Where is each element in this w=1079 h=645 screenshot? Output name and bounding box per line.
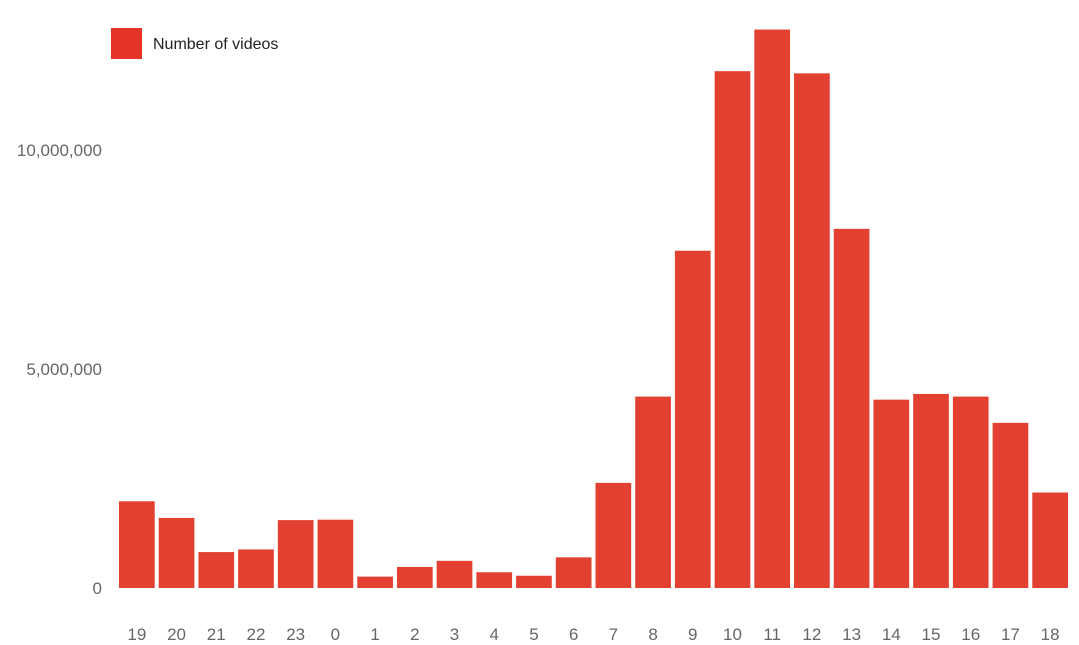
y-axis: 0 5,000,000 10,000,000 — [17, 141, 102, 598]
bar-1 — [357, 576, 393, 588]
x-tick-label: 21 — [207, 625, 226, 644]
legend-swatch — [111, 28, 142, 59]
x-tick-label: 15 — [922, 625, 941, 644]
x-tick-label: 4 — [489, 625, 498, 644]
bar-5 — [516, 575, 552, 588]
bar-12 — [794, 73, 830, 589]
x-tick-label: 12 — [802, 625, 821, 644]
x-tick-label: 13 — [842, 625, 861, 644]
y-tick-label: 5,000,000 — [26, 360, 102, 379]
x-tick-label: 16 — [961, 625, 980, 644]
x-tick-label: 6 — [569, 625, 578, 644]
bar-13 — [833, 228, 870, 588]
bar-7 — [595, 482, 632, 588]
y-tick-label: 0 — [93, 579, 102, 598]
bar-9 — [674, 250, 711, 589]
bar-18 — [1032, 492, 1068, 588]
x-tick-label: 17 — [1001, 625, 1020, 644]
x-tick-label: 0 — [331, 625, 340, 644]
legend: Number of videos — [111, 28, 278, 59]
x-tick-label: 23 — [286, 625, 305, 644]
x-tick-label: 2 — [410, 625, 419, 644]
bar-23 — [277, 520, 314, 588]
x-tick-label: 5 — [529, 625, 538, 644]
legend-label: Number of videos — [153, 36, 278, 53]
bar-11 — [754, 29, 791, 589]
x-tick-label: 19 — [127, 625, 146, 644]
x-tick-label: 3 — [450, 625, 459, 644]
bar-14 — [873, 399, 910, 588]
bar-21 — [198, 552, 235, 588]
y-tick-label: 10,000,000 — [17, 141, 102, 160]
bar-22 — [238, 549, 274, 588]
x-tick-label: 8 — [648, 625, 657, 644]
x-tick-label: 11 — [763, 625, 781, 644]
bar-15 — [913, 393, 949, 588]
x-tick-label: 14 — [882, 625, 901, 644]
bar-0 — [317, 519, 354, 588]
bar-3 — [436, 560, 473, 588]
bar-19 — [119, 501, 155, 588]
x-tick-label: 9 — [688, 625, 697, 644]
x-tick-label: 1 — [370, 625, 379, 644]
bar-20 — [158, 517, 195, 588]
bar-8 — [635, 396, 671, 588]
bar-10 — [714, 71, 751, 588]
bar-4 — [476, 572, 513, 588]
bar-6 — [555, 557, 592, 588]
x-tick-label: 7 — [609, 625, 618, 644]
bar-17 — [992, 422, 1029, 588]
x-tick-label: 20 — [167, 625, 186, 644]
x-axis: 19 20 21 22 23 0 1 2 3 4 5 6 7 8 9 10 11 12 13 14 15 16 17 18 — [127, 625, 1059, 644]
x-tick-label: 18 — [1041, 625, 1060, 644]
bars — [119, 29, 1068, 589]
x-tick-label: 10 — [723, 625, 742, 644]
bar-16 — [952, 396, 989, 588]
x-tick-label: 22 — [247, 625, 266, 644]
bar-2 — [396, 566, 433, 588]
